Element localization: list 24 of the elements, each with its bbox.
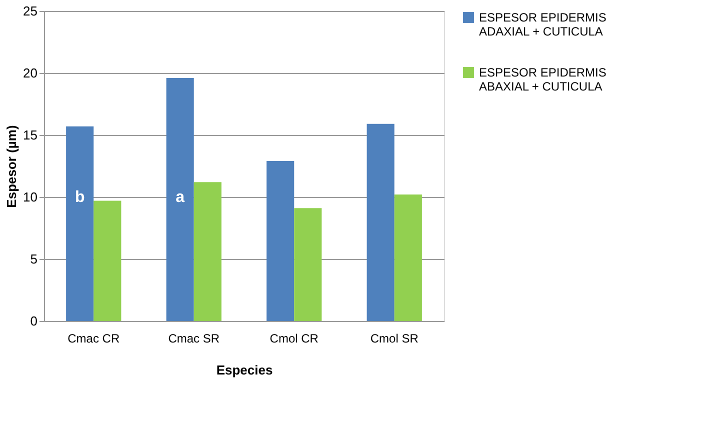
x-tick-label: Cmol CR: [270, 332, 319, 346]
legend-label: ESPESOR EPIDERMIS ABAXIAL + CUTICULA: [479, 66, 606, 94]
y-tick-label: 15: [23, 128, 38, 142]
x-tick-label: Cmac CR: [68, 332, 120, 346]
bar: [94, 200, 122, 321]
y-tick-label: 0: [30, 314, 38, 328]
annotation: a: [176, 189, 185, 206]
legend-label: ESPESOR EPIDERMIS ADAXIAL + CUTICULA: [479, 10, 606, 38]
y-tick-label: 20: [23, 66, 38, 80]
bar: [266, 161, 294, 321]
y-tick-label: 25: [23, 4, 38, 18]
x-tick-label: Cmol SR: [370, 332, 419, 346]
annotation: b: [74, 189, 85, 206]
bar: [194, 182, 222, 321]
y-tick-label: 10: [23, 190, 38, 204]
bar: [166, 78, 194, 321]
bar: [394, 194, 422, 321]
x-axis-title: Especies: [216, 362, 273, 378]
y-tick-label: 5: [30, 252, 38, 266]
bar: [294, 208, 322, 321]
y-axis-title: Espesor (µm): [4, 125, 20, 208]
bar: [366, 124, 394, 321]
x-tick-label: Cmac SR: [168, 332, 220, 346]
bar: [66, 126, 94, 321]
